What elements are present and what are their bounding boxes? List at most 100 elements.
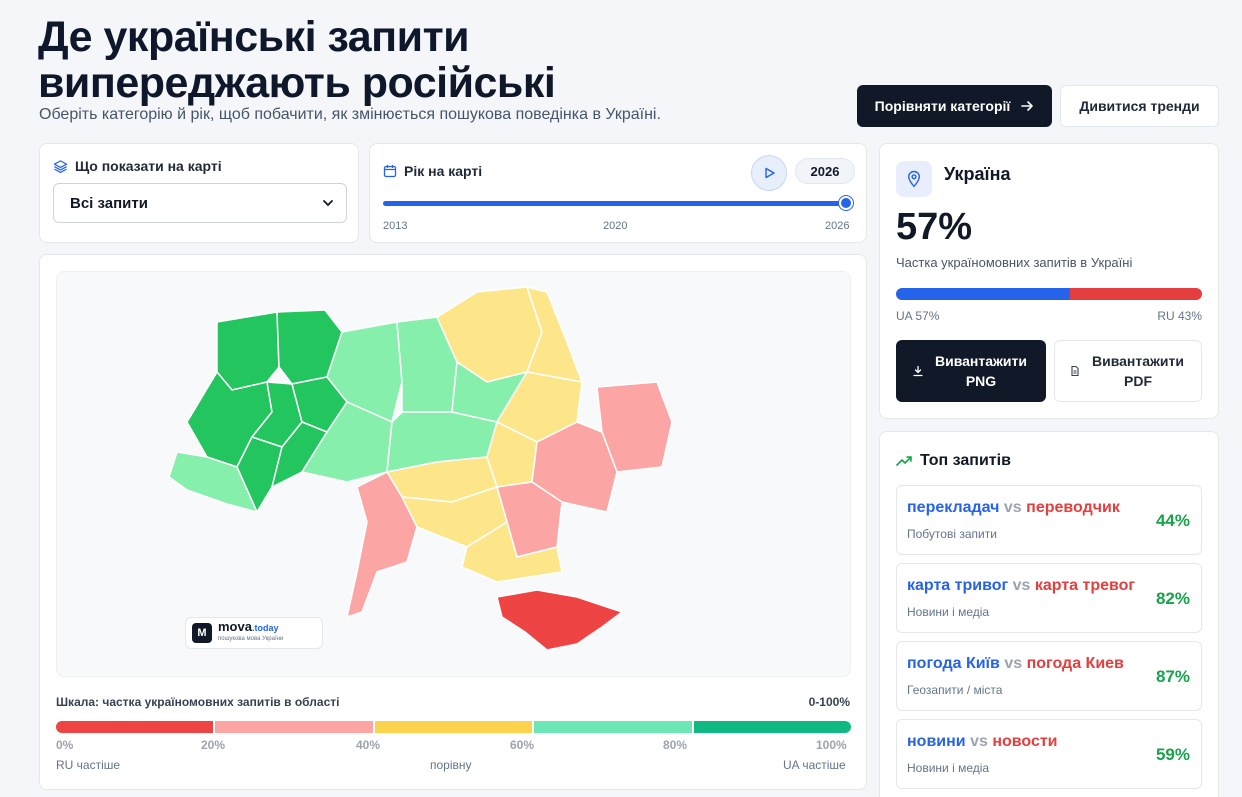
page-subtitle: Оберіть категорію й рік, щоб побачити, я… xyxy=(39,106,661,123)
download-png-label: Вивантажити PNG xyxy=(934,353,1028,389)
mova-logo-suffix: .today xyxy=(251,623,279,633)
region-caption: Частка україномовних запитів в Україні xyxy=(896,255,1133,270)
scale-tick-60: 60% xyxy=(510,738,535,752)
query-percent: 82% xyxy=(1155,589,1190,608)
region-panel: Україна 57% Частка україномовних запитів… xyxy=(879,143,1219,419)
scale-range: 0-100% xyxy=(808,695,850,709)
query-category: Геозапити / міста xyxy=(907,683,1003,697)
query-ua: новини xyxy=(907,733,966,750)
region-kherson[interactable] xyxy=(461,521,563,583)
year-slider-thumb[interactable] xyxy=(839,196,853,210)
download-pdf-label: Вивантажити PDF xyxy=(1091,353,1185,389)
query-card[interactable]: карта тривог vs карта тревог Новини і ме… xyxy=(896,563,1202,633)
region-volyn[interactable] xyxy=(216,311,280,391)
year-badge: 2026 xyxy=(795,158,855,184)
query-card[interactable]: погода Київ vs погода Киев Геозапити / м… xyxy=(896,641,1202,711)
query-ru: погода Киев xyxy=(1026,655,1124,672)
query-ua: карта тривог xyxy=(907,577,1009,594)
top-queries-title-text: Топ запитів xyxy=(920,452,1011,469)
query-vs: vs xyxy=(1003,499,1022,516)
scale-note-ua: UA частіше xyxy=(783,758,846,772)
trending-up-icon xyxy=(896,456,912,466)
region-name: Україна xyxy=(944,164,1011,184)
map-card: M mova.today пошукова мова України Шкала… xyxy=(39,254,867,790)
mova-logo-text: mova.today пошукова мова України xyxy=(218,619,284,645)
query-card[interactable]: новини vs новости Новини і медіа 59% xyxy=(896,719,1202,789)
ua-share-label: UA 57% xyxy=(896,309,940,323)
query-category: Побутові запити xyxy=(907,527,997,541)
play-button[interactable] xyxy=(751,155,787,191)
query-vs: vs xyxy=(1012,577,1031,594)
scale-tick-0: 0% xyxy=(56,738,74,752)
location-pin-icon xyxy=(896,161,932,197)
download-pdf-button[interactable]: Вивантажити PDF xyxy=(1054,340,1202,402)
page-title-line-1: Де українські запити xyxy=(38,13,470,61)
download-png-button[interactable]: Вивантажити PNG xyxy=(896,340,1046,402)
year-label-text: Рік на карті xyxy=(404,163,483,179)
query-ru: переводчик xyxy=(1026,499,1120,516)
page-title: Де українські запити випереджають російс… xyxy=(38,14,758,106)
ru-share-label: RU 43% xyxy=(1157,309,1202,323)
region-donetsk[interactable] xyxy=(531,421,618,513)
query-percent: 87% xyxy=(1155,667,1190,686)
scale-note-equal: порівну xyxy=(430,758,472,772)
mova-logo: M mova.today пошукова мова України xyxy=(185,617,323,649)
year-slider-track[interactable] xyxy=(383,201,849,206)
query-percent: 59% xyxy=(1155,745,1190,764)
filter-label: Що показати на карті xyxy=(53,158,222,174)
year-tick-end: 2026 xyxy=(825,220,850,232)
scale-tick-40: 40% xyxy=(356,738,381,752)
scale-tick-100: 100% xyxy=(816,738,847,752)
year-card: Рік на карті 2026 2013 2020 2026 xyxy=(369,143,867,243)
query-ru: карта тревог xyxy=(1034,577,1136,594)
query-card[interactable]: перекладач vs переводчик Побутові запити… xyxy=(896,485,1202,555)
query-ua: погода Київ xyxy=(907,655,1000,672)
share-bar-ua xyxy=(896,288,1071,300)
region-zakarpattia[interactable] xyxy=(168,451,258,513)
scale-segment-0 xyxy=(56,721,214,733)
document-icon xyxy=(1071,365,1079,377)
category-select-value: Всі запити xyxy=(70,194,148,212)
view-trends-button[interactable]: Дивитися тренди xyxy=(1060,85,1219,127)
chevron-down-icon xyxy=(323,200,333,207)
filter-card: Що показати на карті Всі запити xyxy=(39,143,359,243)
share-bar xyxy=(896,288,1202,300)
region-crimea[interactable] xyxy=(496,589,623,651)
scale-segment-3 xyxy=(534,721,692,733)
scale-segment-2 xyxy=(374,721,533,733)
scale-segment-4 xyxy=(693,721,852,733)
ukraine-map xyxy=(168,286,673,651)
scale-segment-1 xyxy=(215,721,373,733)
scale-tick-20: 20% xyxy=(201,738,226,752)
map-canvas: M mova.today пошукова мова України xyxy=(56,271,851,677)
query-ru: новости xyxy=(992,733,1058,750)
share-bar-ru xyxy=(1070,288,1202,300)
query-pair: погода Київ vs погода Киев xyxy=(907,655,1124,673)
arrow-right-icon xyxy=(1021,101,1034,111)
query-category: Новини і медіа xyxy=(907,605,990,619)
top-queries-panel: Топ запитів перекладач vs переводчик Поб… xyxy=(879,431,1219,797)
page-title-line-2: випереджають російські xyxy=(38,59,556,107)
mova-logo-tagline: пошукова мова України xyxy=(218,636,284,642)
download-icon xyxy=(913,365,923,377)
scale-title: Шкала: частка україномовних запитів в об… xyxy=(56,695,340,709)
year-label: Рік на карті xyxy=(383,163,482,179)
region-odesa[interactable] xyxy=(346,471,418,618)
compare-categories-button[interactable]: Порівняти категорії xyxy=(857,85,1052,127)
year-tick-mid: 2020 xyxy=(603,220,628,232)
region-percent: 57% xyxy=(896,206,973,248)
query-ua: перекладач xyxy=(907,499,1000,516)
top-queries-title: Топ запитів xyxy=(896,452,1011,470)
layers-icon xyxy=(53,159,68,173)
compare-categories-label: Порівняти категорії xyxy=(874,98,1011,114)
calendar-icon xyxy=(383,165,397,178)
query-vs: vs xyxy=(970,733,988,750)
query-pair: перекладач vs переводчик xyxy=(907,499,1120,517)
filter-label-text: Що показати на карті xyxy=(75,158,222,174)
scale-note-ru: RU частіше xyxy=(56,758,121,772)
query-category: Новини і медіа xyxy=(907,761,990,775)
scale-tick-80: 80% xyxy=(663,738,688,752)
mova-logo-icon: M xyxy=(192,623,212,643)
mova-logo-name: mova xyxy=(218,619,252,634)
category-select[interactable]: Всі запити xyxy=(53,183,347,223)
